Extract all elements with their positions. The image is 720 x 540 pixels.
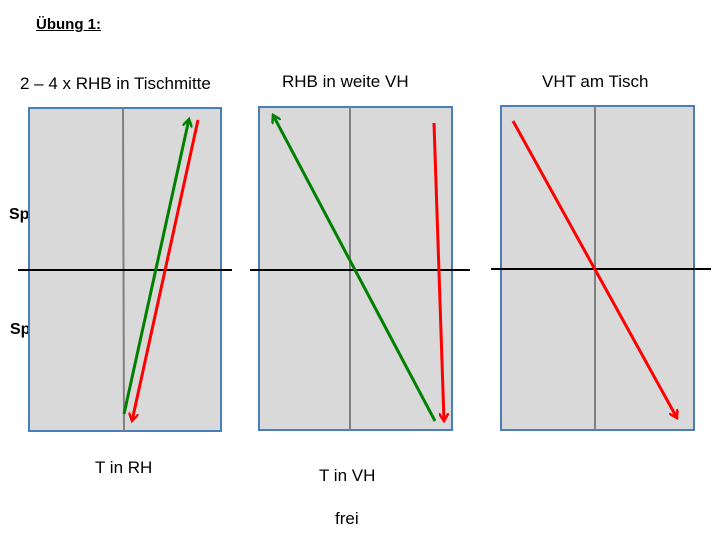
table-1	[18, 107, 232, 432]
table-3	[491, 105, 711, 431]
table-2-caption-free: frei	[335, 509, 359, 528]
table-1-title: 2 – 4 x RHB in Tischmitte	[20, 74, 211, 93]
table-3-title: VHT am Tisch	[542, 72, 649, 91]
red-arrow-2	[432, 122, 444, 421]
table-2	[250, 106, 470, 431]
red-arrow-1	[132, 119, 200, 421]
red-arrow-3	[511, 120, 677, 418]
table-2-title: RHB in weite VH	[282, 72, 409, 91]
exercise-heading: Übung 1:	[36, 16, 101, 33]
table-2-caption: T in VH	[319, 466, 376, 485]
table-1-caption: T in RH	[95, 458, 153, 477]
green-arrow-1	[122, 119, 189, 415]
green-arrow-2	[273, 115, 437, 422]
